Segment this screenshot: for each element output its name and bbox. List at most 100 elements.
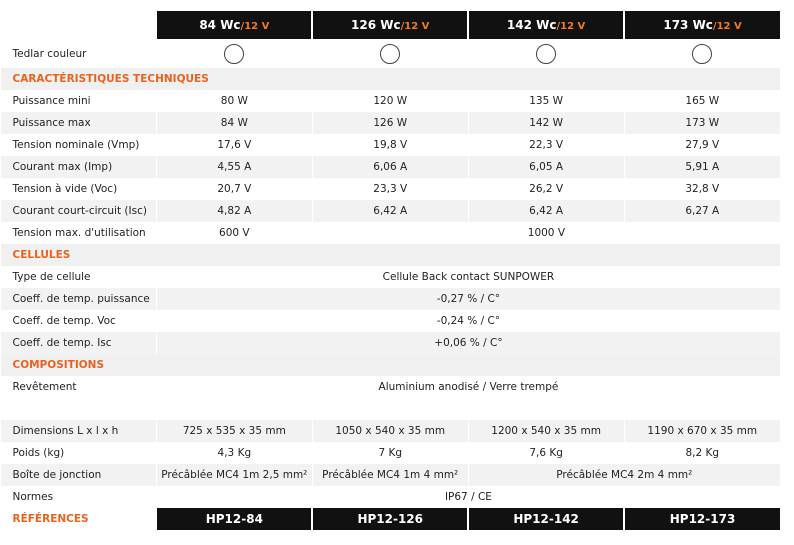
cell: 165 W: [623, 90, 780, 112]
cell: 19,8 V: [311, 134, 469, 156]
header-cell: 126 Wc/12 V: [311, 11, 469, 39]
cell: Aluminium anodisé / Verre trempé: [155, 376, 780, 398]
voltage: /12 V: [556, 21, 586, 32]
cell: 6,06 A: [311, 156, 469, 178]
data-row: Puissance max 84 W 126 W 142 W 173 W: [0, 112, 780, 134]
reference: HP12-142: [467, 508, 625, 530]
cell: 4,55 A: [155, 156, 313, 178]
cell: 6,05 A: [467, 156, 625, 178]
color-swatch[interactable]: [224, 43, 245, 64]
data-row: Boîte de jonction Précâblée MC4 1m 2,5 mm…: [0, 464, 780, 486]
cell: 173 W: [623, 112, 780, 134]
voltage: /12 V: [712, 21, 742, 32]
cell: Précâblée MC4 1m 4 mm²: [311, 464, 469, 486]
cell: 1050 x 540 x 35 mm: [311, 420, 469, 442]
voltage: /12 V: [400, 21, 430, 32]
cell: 142 W: [467, 112, 625, 134]
color-swatch[interactable]: [692, 43, 713, 64]
power: 173 Wc: [663, 18, 713, 32]
swatch-cell: [311, 39, 469, 68]
cell: 23,3 V: [311, 178, 469, 200]
header-blank: [1, 11, 157, 39]
spec-table: 84 Wc/12 V 126 Wc/12 V 142 Wc/12 V 173 Wc/1…: [0, 11, 780, 530]
color-swatch[interactable]: [536, 43, 557, 64]
swatch-cell: [155, 39, 313, 68]
cell: 7 Kg: [311, 442, 469, 464]
cell: 20,7 V: [155, 178, 313, 200]
section-title: CARACTÉRISTIQUES TECHNIQUES: [0, 68, 780, 90]
cell: 4,82 A: [155, 200, 313, 222]
data-row: Type de cellule Cellule Back contact SUNP…: [1, 266, 780, 288]
cell: Cellule Back contact SUNPOWER: [155, 266, 780, 288]
section-row: CELLULES: [0, 244, 780, 266]
data-row: Puissance mini 80 W 120 W 135 W 165 W: [1, 90, 780, 112]
cell: 80 W: [155, 90, 313, 112]
power: 126 Wc: [351, 18, 401, 32]
spacer-row: [0, 398, 780, 420]
references-row: RÉFÉRENCES HP12-84 HP12-126 HP12-142 HP12-17…: [1, 508, 780, 530]
row-label: Poids (kg): [12, 447, 65, 459]
reference: HP12-173: [623, 508, 780, 530]
cell: 84 W: [155, 112, 313, 134]
data-row: Tension max. d'utilisation 600 V 1000 V: [1, 222, 780, 244]
row-label: Tedlar couleur: [12, 47, 87, 60]
cell: 6,42 A: [467, 200, 625, 222]
row-label: Courant max (Imp): [0, 156, 157, 178]
voltage: /12 V: [240, 21, 270, 32]
row-label: Tension max. d'utilisation: [12, 227, 146, 239]
cell: 17,6 V: [155, 134, 313, 156]
row-label: Normes: [12, 491, 54, 503]
cell: 27,9 V: [623, 134, 780, 156]
cell: 22,3 V: [467, 134, 625, 156]
header-cell: 142 Wc/12 V: [467, 11, 625, 39]
row-label: Tension nominale (Vmp): [12, 139, 140, 151]
row-label: Dimensions L x l x h: [0, 420, 157, 442]
section-row: COMPOSITIONS: [0, 354, 780, 376]
cell: -0,27 % / C°: [155, 288, 780, 310]
cell: 1000 V: [311, 222, 780, 244]
data-row: Dimensions L x l x h 725 x 535 x 35 mm 105…: [0, 420, 780, 442]
reference: HP12-126: [311, 508, 469, 530]
data-row: Courant max (Imp) 4,55 A 6,06 A 6,05 A 5,91 …: [0, 156, 780, 178]
cell: 126 W: [311, 112, 469, 134]
data-row: Normes IP67 / CE: [1, 486, 780, 508]
section-title: COMPOSITIONS: [0, 354, 780, 376]
color-row: Tedlar couleur: [1, 39, 780, 68]
section-title: CELLULES: [0, 244, 780, 266]
spacer: [0, 398, 780, 420]
cell: 5,91 A: [623, 156, 780, 178]
cell: IP67 / CE: [155, 486, 780, 508]
data-row: Coeff. de temp. puissance -0,27 % / C°: [0, 288, 780, 310]
cell: 120 W: [311, 90, 469, 112]
row-label: Revêtement: [12, 381, 77, 393]
cell: 6,42 A: [311, 200, 469, 222]
color-swatch[interactable]: [380, 43, 401, 64]
cell: 135 W: [467, 90, 625, 112]
cell: 7,6 Kg: [467, 442, 625, 464]
cell: 1200 x 540 x 35 mm: [467, 420, 625, 442]
cell: 4,3 Kg: [155, 442, 313, 464]
row-label: RÉFÉRENCES: [12, 513, 89, 525]
data-row: Tension à vide (Voc) 20,7 V 23,3 V 26,2 V 32…: [1, 178, 780, 200]
row-label: Coeff. de temp. puissance: [0, 288, 157, 310]
cell: 8,2 Kg: [623, 442, 780, 464]
section-row: CARACTÉRISTIQUES TECHNIQUES: [0, 68, 780, 90]
cell: 32,8 V: [623, 178, 780, 200]
data-row: Tension nominale (Vmp) 17,6 V 19,8 V 22,3 V…: [1, 134, 780, 156]
cell: 1190 x 670 x 35 mm: [623, 420, 780, 442]
row-label: Puissance mini: [12, 95, 91, 107]
header-row: 84 Wc/12 V 126 Wc/12 V 142 Wc/12 V 173 Wc/1…: [1, 11, 780, 39]
swatch-cell: [467, 39, 625, 68]
row-label: Type de cellule: [12, 271, 91, 283]
cell: Précâblée MC4 1m 2,5 mm²: [155, 464, 313, 486]
swatch-cell: [623, 39, 780, 68]
power: 84 Wc: [199, 18, 241, 32]
data-row: Revêtement Aluminium anodisé / Verre trem…: [1, 376, 780, 398]
row-label: Coeff. de temp. Isc: [0, 332, 157, 354]
data-row: Coeff. de temp. Voc -0,24 % / C°: [1, 310, 780, 332]
row-label: Boîte de jonction: [0, 464, 157, 486]
cell: 26,2 V: [467, 178, 625, 200]
reference: HP12-84: [155, 508, 313, 530]
